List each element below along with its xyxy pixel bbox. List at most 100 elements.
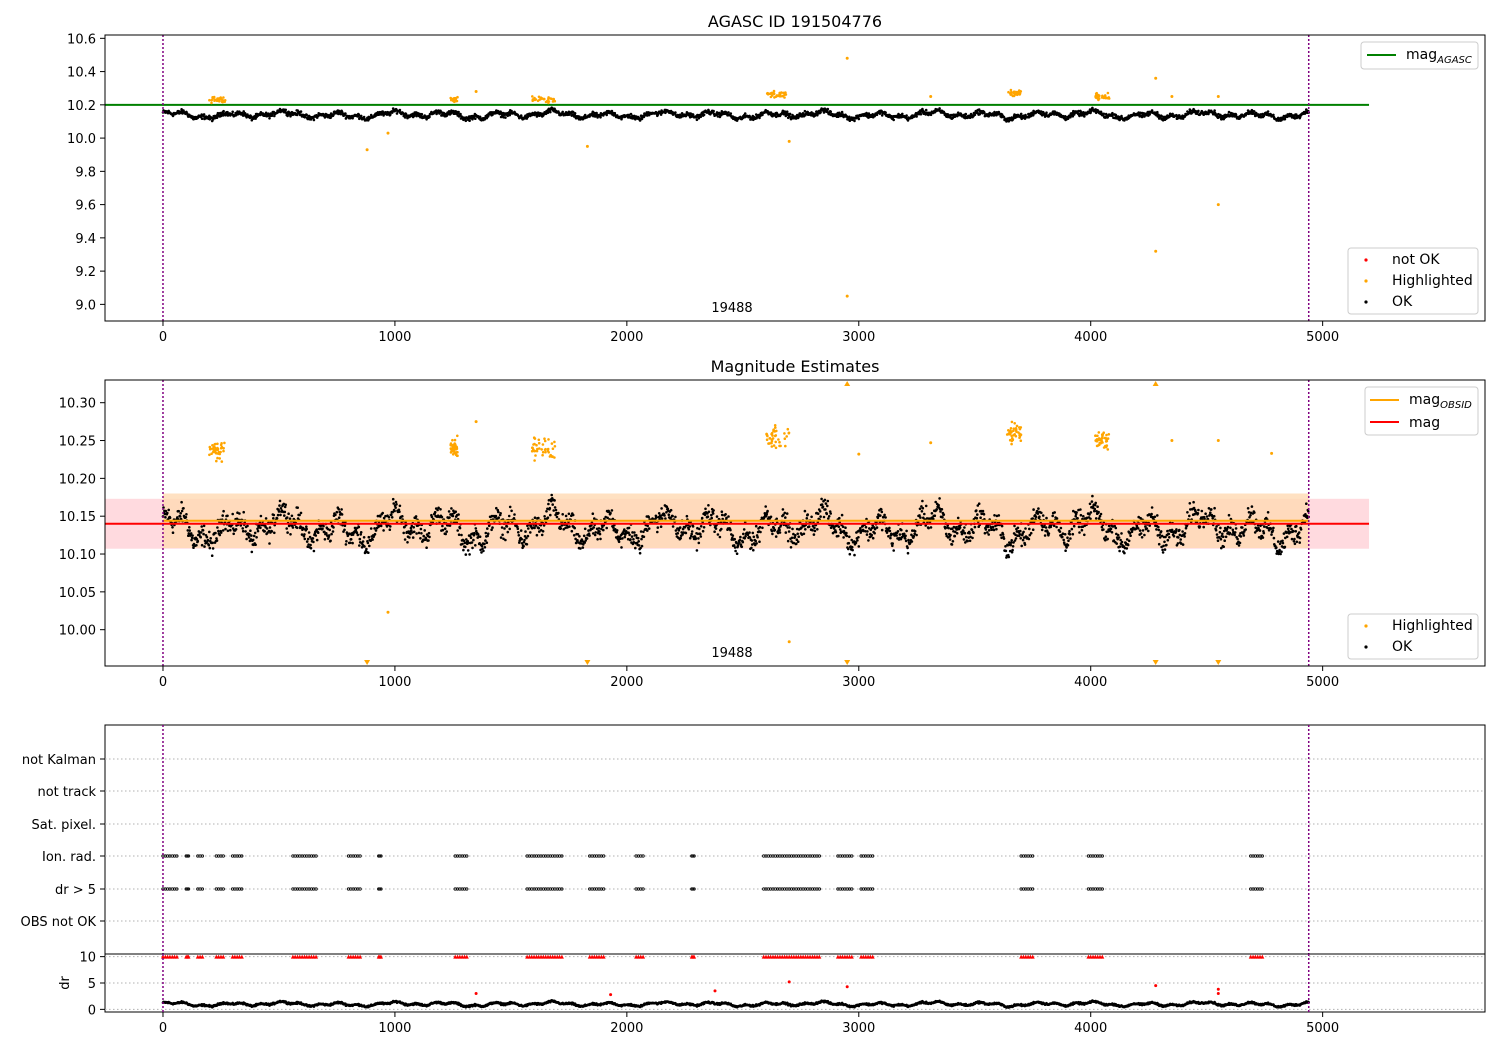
ok-point [1120,540,1124,544]
ok-point [1091,494,1094,498]
ok-point [1118,545,1122,548]
ok-point [466,549,470,552]
ok-point [720,113,723,117]
ok-point [392,502,396,505]
ok-point [771,532,774,536]
ok-point [340,508,343,511]
ok-point [283,510,287,514]
ok-point [1269,527,1273,530]
ok-point [343,524,347,527]
ok-point [786,539,790,543]
ok-point [664,517,667,520]
ok-point [527,527,530,530]
ok-point [637,544,641,547]
ok-point [229,528,232,532]
highlighted-point [1015,90,1019,94]
ok-point [642,530,645,534]
ok-point [579,547,582,550]
highlighted-outlier [585,144,589,148]
ok-point [866,530,869,533]
ok-point [700,516,704,520]
ok-point [1051,514,1054,518]
ok-point [252,534,256,538]
ok-point [491,526,494,529]
ok-point [571,110,575,114]
ok-point [901,112,904,116]
ok-point [393,509,396,513]
ok-point [458,526,462,530]
agasc-y-tick-label: 10.6 [67,32,96,47]
ok-point [754,113,758,116]
agasc-obsid-label: 19488 [711,301,752,316]
ok-point [533,526,536,530]
ok-point [1181,543,1185,546]
ok-point [1041,514,1045,517]
ok-point [848,535,851,539]
ok-point [273,531,276,535]
ok-point [457,513,460,516]
ok-point [904,534,907,538]
highlighted-outlier [1154,249,1158,253]
ok-point [459,112,462,116]
ok-point [966,539,969,543]
ok-point [785,110,789,113]
ok-point [311,537,315,540]
ok-point [451,514,455,518]
agasc-x-tick-label: 5000 [1306,330,1339,345]
ok-point [443,527,447,530]
ok-point [720,527,723,531]
ok-point [203,545,206,548]
ok-point [787,530,791,533]
ok-point [184,515,188,519]
ok-point [242,110,245,113]
ok-point [822,515,826,519]
ok-point [646,524,649,528]
highlighted-point [531,95,534,98]
ok-point [1175,528,1178,531]
ok-point [687,527,691,531]
ok-point [949,533,952,537]
ok-point [702,526,706,529]
ok-point [268,526,272,529]
ok-point [500,526,504,529]
ok-point [1107,524,1111,528]
ok-point [1066,536,1069,539]
ok-point [764,505,767,508]
ok-point [812,533,816,536]
ok-point [440,515,444,519]
ok-point [572,534,576,537]
ok-point [930,512,934,515]
ok-point [621,537,624,540]
ok-point [921,499,924,503]
highlighted-point [1094,92,1098,96]
ok-point [568,525,571,528]
ok-point [758,116,761,120]
ok-point [196,539,200,543]
ok-point [543,515,546,518]
ok-point [510,109,513,113]
ok-point [474,117,477,120]
ok-point [752,535,756,539]
ok-point [610,509,614,512]
ok-point [1018,533,1022,536]
ok-point [585,537,589,540]
ok-point [759,530,762,534]
ok-point [478,535,482,538]
ok-point [1109,527,1113,531]
ok-point [739,535,742,539]
ok-point [211,118,215,121]
ok-point [497,516,501,519]
ok-point [526,534,530,538]
ok-point [806,513,809,516]
ok-point [699,532,702,536]
ok-point [561,513,564,516]
ok-point [786,116,790,120]
ok-point [748,531,751,534]
ok-point [1215,533,1219,536]
ok-point [1236,537,1239,541]
ok-point [275,517,279,520]
ok-point [938,107,941,110]
ok-point [387,515,391,519]
ok-point [362,115,366,119]
ok-point [707,510,711,514]
